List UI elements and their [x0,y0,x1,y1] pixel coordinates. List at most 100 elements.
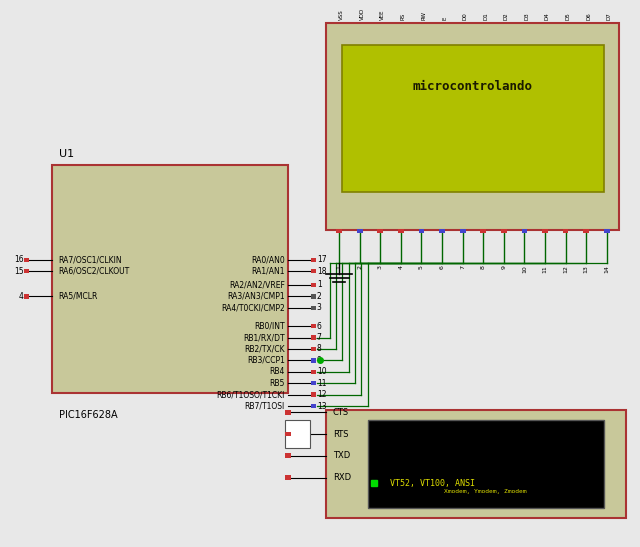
Text: 17: 17 [317,255,326,264]
Text: RB3/CCP1: RB3/CCP1 [247,356,285,365]
Text: 1: 1 [317,281,321,289]
Text: VT52, VT100, ANSI: VT52, VT100, ANSI [390,479,475,487]
Text: PIC16F628A: PIC16F628A [59,410,117,420]
FancyBboxPatch shape [326,410,626,519]
Text: RA6/OSC2/CLKOUT: RA6/OSC2/CLKOUT [59,267,130,276]
Bar [311,258,316,262]
Text: 14: 14 [604,265,609,273]
Bar [542,229,548,234]
Text: D5: D5 [566,13,571,20]
Bar [311,324,316,328]
Text: U1: U1 [59,149,74,159]
Bar [311,381,316,386]
Text: microcontrolando: microcontrolando [413,79,533,92]
Text: RB1/RX/DT: RB1/RX/DT [243,333,285,342]
Text: 13: 13 [584,265,589,273]
Text: 12: 12 [563,265,568,273]
Text: 8: 8 [317,345,321,353]
Text: RW: RW [422,11,426,20]
Text: RB5: RB5 [269,379,285,388]
Text: 12: 12 [317,390,326,399]
Bar [285,432,291,437]
Bar [398,229,404,234]
FancyBboxPatch shape [326,23,620,230]
FancyBboxPatch shape [52,165,288,393]
Text: RS: RS [401,13,406,20]
Text: 2: 2 [357,265,362,269]
Bar [285,475,291,480]
Bar [501,229,507,234]
Text: 9: 9 [501,265,506,269]
Bar [342,45,604,192]
Text: RA1/AN1: RA1/AN1 [252,267,285,276]
Bar [311,404,316,408]
Text: 3: 3 [317,303,322,312]
Text: D4: D4 [545,13,550,20]
Text: 11: 11 [543,265,547,273]
Text: VEE: VEE [380,10,385,20]
Text: 8: 8 [481,265,486,269]
Bar [368,421,604,508]
Text: D3: D3 [524,13,529,20]
Bar [311,392,316,397]
Bar [311,347,316,351]
Text: RB2/TX/CK: RB2/TX/CK [244,345,285,353]
Text: RB7/T1OSI: RB7/T1OSI [244,401,285,411]
Text: RXD: RXD [333,473,351,482]
Bar [460,229,465,234]
Text: RA3/AN3/CMP1: RA3/AN3/CMP1 [227,292,285,301]
Text: 5: 5 [419,265,424,269]
Text: 16: 16 [14,255,24,264]
Text: RA0/AN0: RA0/AN0 [252,255,285,264]
Text: 9: 9 [317,356,322,365]
Bar [419,229,424,234]
Bar [311,283,316,287]
Text: RB6/T1OSO/T1CKI: RB6/T1OSO/T1CKI [216,390,285,399]
Text: D0: D0 [463,13,468,20]
Text: RA5/MCLR: RA5/MCLR [59,292,98,301]
Text: RA4/T0CKI/CMP2: RA4/T0CKI/CMP2 [221,303,285,312]
Text: VDD: VDD [360,8,365,20]
Text: 7: 7 [317,333,322,342]
Bar [311,370,316,374]
Bar [357,229,363,234]
Text: 1: 1 [337,265,342,269]
Text: VSS: VSS [339,10,344,20]
Bar [311,306,316,310]
Text: 15: 15 [14,267,24,276]
Bar [336,229,342,234]
Text: 6: 6 [317,322,322,330]
Text: 10: 10 [522,265,527,273]
Text: Xmodem, Ymodem, Zmodem: Xmodem, Ymodem, Zmodem [444,489,527,494]
Bar [481,229,486,234]
Text: RA7/OSC1/CLKIN: RA7/OSC1/CLKIN [59,255,122,264]
Text: E: E [442,17,447,20]
Text: D2: D2 [504,13,509,20]
Bar [24,258,29,262]
Text: 6: 6 [440,265,445,269]
Text: D6: D6 [586,13,591,20]
Bar [285,410,291,415]
Text: 18: 18 [317,267,326,276]
Bar [604,229,610,234]
Text: 2: 2 [317,292,321,301]
Text: 3: 3 [378,265,383,269]
Bar [378,229,383,234]
Bar [285,453,291,458]
Bar [24,269,29,274]
Bar [439,229,445,234]
Text: RB0/INT: RB0/INT [254,322,285,330]
Text: RB4: RB4 [269,367,285,376]
Text: D1: D1 [483,13,488,20]
Text: CTS: CTS [333,408,349,417]
Text: 11: 11 [317,379,326,388]
Text: RTS: RTS [333,429,348,439]
Bar [522,229,527,234]
Text: RA2/AN2/VREF: RA2/AN2/VREF [229,281,285,289]
Text: 4: 4 [19,292,24,301]
Bar [311,294,316,299]
Text: 10: 10 [317,367,326,376]
Text: 4: 4 [398,265,403,269]
Text: 13: 13 [317,401,326,411]
Bar [563,229,568,234]
